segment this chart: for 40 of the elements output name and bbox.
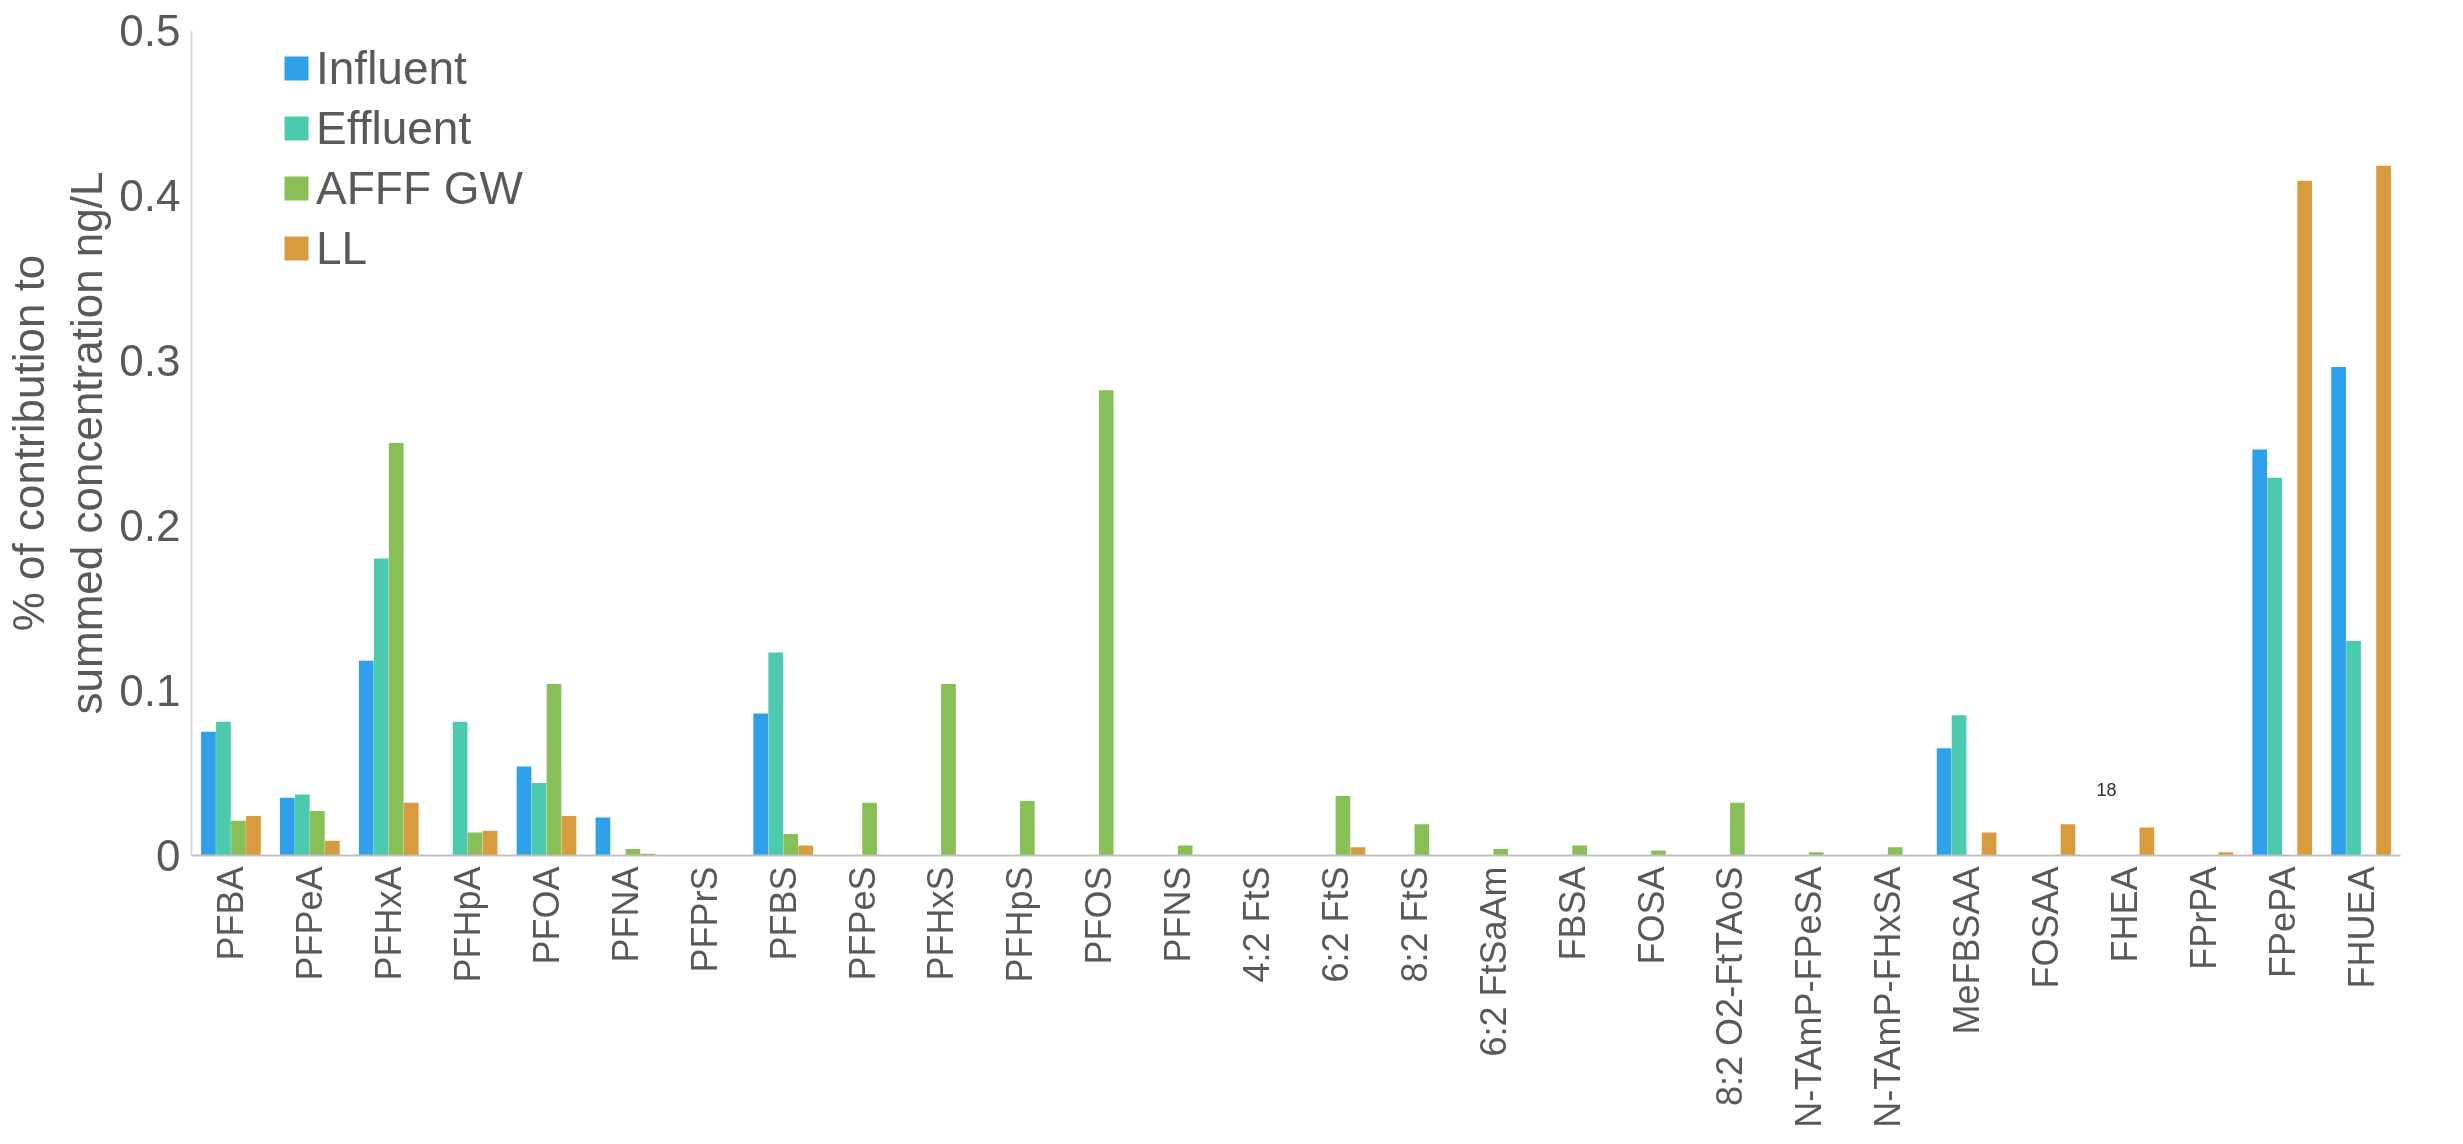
x-tick-label: FHEA xyxy=(2103,866,2145,963)
x-tick-label: PFPrS xyxy=(683,866,725,973)
y-tick-label: 0.1 xyxy=(119,666,181,715)
x-tick-label: PFHpA xyxy=(447,866,489,983)
x-tick-label: PFNA xyxy=(604,866,646,963)
x-tick-label: N-TAmP-FHxSA xyxy=(1867,866,1909,1128)
x-tick-label: FPrPA xyxy=(2182,866,2224,970)
x-tick-label: FHUEA xyxy=(2340,866,2382,989)
x-tick-label: 8:2 FtS xyxy=(1393,866,1435,983)
x-tick-label: PFHpS xyxy=(999,866,1041,983)
x-tick-label: PFBA xyxy=(210,866,252,961)
x-tick-label: PFBS xyxy=(762,866,804,961)
x-tick-label: 4:2 FtS xyxy=(1236,866,1278,983)
y-tick-label: 0.4 xyxy=(119,171,181,220)
x-tick-label: FPePA xyxy=(2261,866,2303,978)
legend-label: LL xyxy=(316,221,368,275)
x-tick-label: PFOA xyxy=(526,866,568,965)
x-tick-label: 6:2 FtSaAm xyxy=(1472,866,1514,1057)
x-tick-label: N-TAmP-FPeSA xyxy=(1788,866,1830,1128)
x-tick-label: PFPeA xyxy=(289,866,331,981)
y-tick-label: 0.3 xyxy=(119,336,181,385)
x-tick-label: 6:2 FtS xyxy=(1314,866,1356,983)
y-tick-label: 0.5 xyxy=(119,6,181,55)
x-tick-label: FBSA xyxy=(1551,866,1593,961)
y-tick-label: 0.2 xyxy=(119,501,181,550)
annotation: 18 xyxy=(2096,779,2117,800)
x-tick-label: PFNS xyxy=(1157,866,1199,963)
x-tick-label: 8:2 O2-FtTAoS xyxy=(1709,866,1751,1106)
x-tick-label: FOSAA xyxy=(2024,866,2066,989)
y-axis-title: % of contribution to summed concentration ng/L xyxy=(3,171,112,715)
legend-label: AFFF GW xyxy=(316,161,523,215)
legend-label: Influent xyxy=(316,41,467,95)
x-tick-label: PFPeS xyxy=(841,866,883,981)
legend-label: Effluent xyxy=(316,101,472,155)
x-tick-label: PFOS xyxy=(1078,866,1120,965)
x-tick-label: MeFBSAA xyxy=(1946,866,1988,1035)
x-tick-label: PFHxA xyxy=(368,866,410,981)
x-tick-label: PFHxS xyxy=(920,866,962,981)
x-tick-label: FOSA xyxy=(1630,866,1672,965)
y-tick-label: 0 xyxy=(156,831,181,880)
